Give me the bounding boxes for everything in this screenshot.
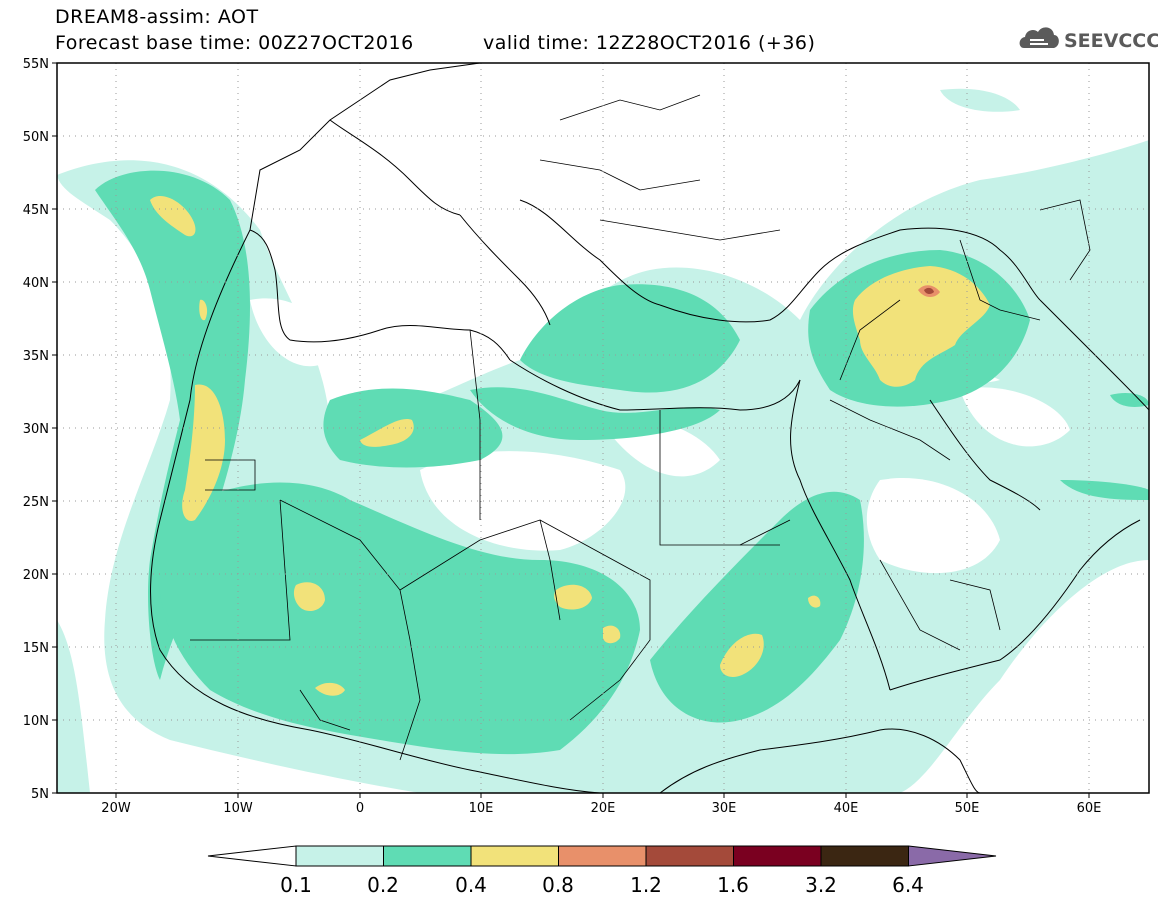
- colorbar-labels: 0.1 0.2 0.4 0.8 1.2 1.6 3.2 6.4: [280, 873, 924, 897]
- colorbar-under-arrow: [207, 845, 297, 867]
- ticks: [52, 62, 1090, 798]
- aot-level-0.2: [95, 170, 1149, 755]
- lon-label: 60E: [1077, 801, 1102, 816]
- aot-level-0.4: [150, 195, 990, 696]
- lat-label: 30N: [23, 422, 49, 437]
- lat-label: 45N: [23, 203, 49, 218]
- lon-label: 50E: [955, 801, 980, 816]
- lat-label: 50N: [23, 130, 49, 145]
- lat-label: 25N: [23, 495, 49, 510]
- lat-label: 40N: [23, 276, 49, 291]
- lon-label: 20E: [591, 801, 616, 816]
- lat-labels: 55N 50N 45N 40N 35N 30N 25N 20N 15N 10N …: [23, 57, 49, 802]
- lon-label: 20W: [101, 801, 131, 816]
- colorbar-swatch: [470, 845, 559, 867]
- aot-field: [57, 63, 1149, 793]
- colorbar-label: 0.4: [455, 873, 487, 897]
- forecast-base-time: Forecast base time: 00Z27OCT2016: [55, 32, 414, 54]
- lon-label: 10E: [469, 801, 494, 816]
- cloud-icon: SEEVCCC: [1019, 27, 1160, 52]
- lon-label: 0: [356, 801, 364, 816]
- lon-label: 10W: [223, 801, 253, 816]
- lat-label: 20N: [23, 568, 49, 583]
- colorbar: [207, 845, 997, 867]
- colorbar-label: 1.6: [717, 873, 749, 897]
- seevccc-logo: SEEVCCC: [1018, 22, 1160, 56]
- aot-level-0.8: [918, 285, 940, 297]
- colorbar-swatch: [558, 845, 647, 867]
- colorbar-swatch: [383, 845, 472, 867]
- colorbar-label: 6.4: [892, 873, 924, 897]
- coastlines: [150, 63, 1149, 793]
- logo-text: SEEVCCC: [1064, 30, 1158, 52]
- lat-label: 15N: [23, 641, 49, 656]
- map-title: DREAM8-assim: AOT: [55, 6, 259, 28]
- valid-time: valid time: 12Z28OCT2016 (+36): [483, 32, 816, 54]
- colorbar-swatch: [295, 845, 384, 867]
- lat-label: 10N: [23, 714, 49, 729]
- colorbar-swatch: [820, 845, 909, 867]
- colorbar-label: 0.8: [542, 873, 574, 897]
- colorbar-over-arrow: [908, 845, 997, 867]
- lat-label: 35N: [23, 349, 49, 364]
- colorbar-label: 0.1: [280, 873, 312, 897]
- colorbar-label: 1.2: [630, 873, 662, 897]
- graticule: [57, 63, 1149, 793]
- lon-label: 40E: [834, 801, 859, 816]
- colorbar-swatch: [645, 845, 734, 867]
- lat-label: 5N: [31, 787, 49, 802]
- colorbar-swatch: [733, 845, 822, 867]
- lon-labels: 20W 10W 0 10E 20E 30E 40E 50E 60E: [101, 801, 1101, 816]
- colorbar-label: 0.2: [367, 873, 399, 897]
- lon-label: 30E: [712, 801, 737, 816]
- colorbar-label: 3.2: [805, 873, 837, 897]
- lat-label: 55N: [23, 57, 49, 72]
